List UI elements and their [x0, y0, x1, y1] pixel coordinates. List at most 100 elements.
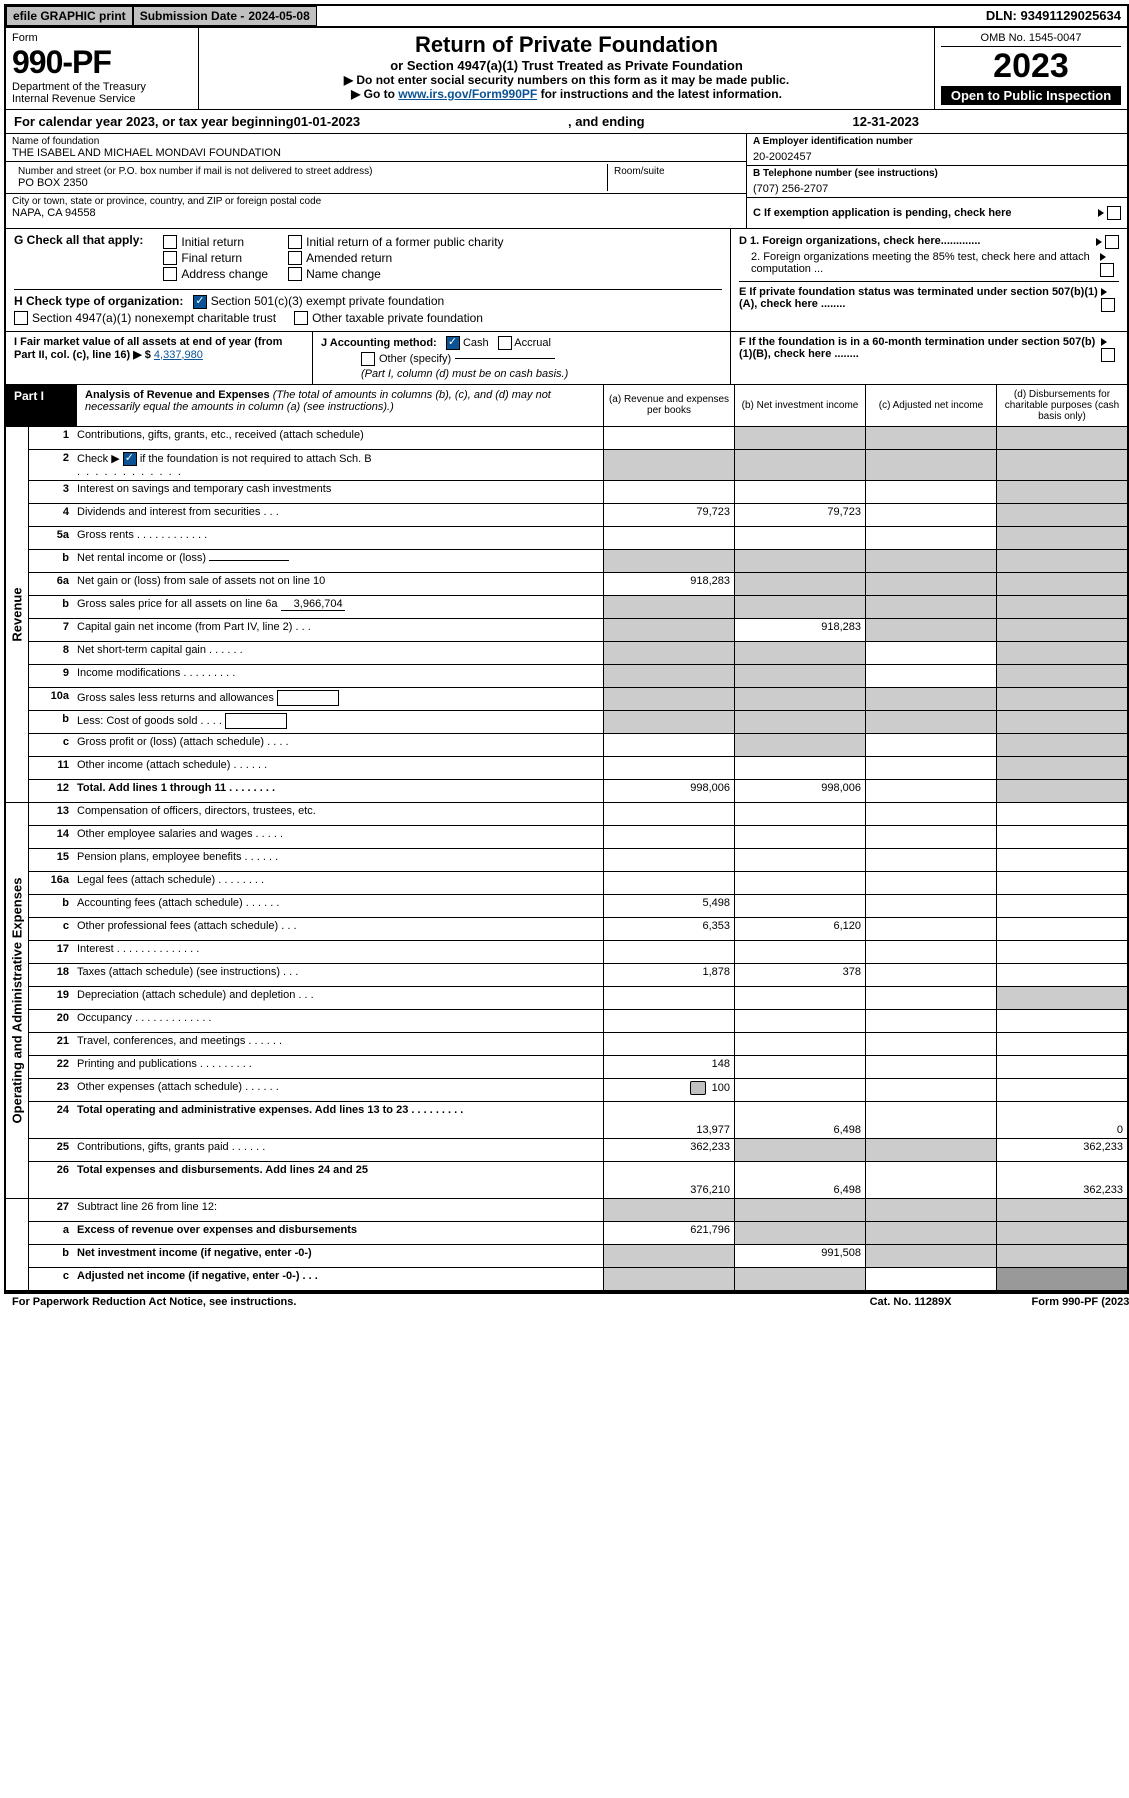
line-20: 20Occupancy . . . . . . . . . . . . .: [29, 1010, 1127, 1033]
h-4947-checkbox[interactable]: [14, 311, 28, 325]
line-21-desc: Travel, conferences, and meetings . . . …: [73, 1033, 603, 1055]
h-501c3-checkbox[interactable]: [193, 295, 207, 309]
g-initial-checkbox[interactable]: [163, 235, 177, 249]
line-14: 14Other employee salaries and wages . . …: [29, 826, 1127, 849]
line-23-desc: Other expenses (attach schedule) . . . .…: [73, 1079, 603, 1101]
ein-label: A Employer identification number: [753, 136, 1121, 147]
line-12: 12Total. Add lines 1 through 11 . . . . …: [29, 780, 1127, 802]
line-25-desc: Contributions, gifts, grants paid . . . …: [73, 1139, 603, 1161]
l17-a: [603, 941, 734, 963]
l18-b: 378: [734, 964, 865, 986]
l7-b: 918,283: [734, 619, 865, 641]
d2-checkbox[interactable]: [1100, 263, 1114, 277]
submission-date-value: 2024-05-08: [248, 9, 309, 23]
line-27c: cAdjusted net income (if negative, enter…: [29, 1268, 1127, 1290]
fmv-value[interactable]: 4,337,980: [154, 349, 203, 361]
identity-right: A Employer identification number 20-2002…: [746, 134, 1127, 228]
l10a-c: [865, 688, 996, 710]
l14-b: [734, 826, 865, 848]
line-10a-desc: Gross sales less returns and allowances: [73, 688, 603, 710]
l6a-a: 918,283: [603, 573, 734, 595]
line-12-num: 12: [29, 780, 73, 802]
l2-post: if the foundation is not required to att…: [140, 453, 372, 465]
g-amended-checkbox[interactable]: [288, 251, 302, 265]
l16b-c: [865, 895, 996, 917]
line-11: 11Other income (attach schedule) . . . .…: [29, 757, 1127, 780]
city-cell: City or town, state or province, country…: [6, 194, 746, 221]
l4-a: 79,723: [603, 504, 734, 526]
j-o2: Accrual: [514, 337, 551, 349]
l24-b: 6,498: [734, 1102, 865, 1138]
e-label: E If private foundation status was termi…: [739, 286, 1101, 312]
line-16c-num: c: [29, 918, 73, 940]
d1-checkbox[interactable]: [1105, 235, 1119, 249]
cal-year-end: 12-31-2023: [853, 114, 920, 129]
j-other-checkbox[interactable]: [361, 352, 375, 366]
arrow-icon: [1100, 253, 1106, 261]
address-row: Number and street (or P.O. box number if…: [6, 162, 746, 194]
line-27b-desc: Net investment income (if negative, ente…: [73, 1245, 603, 1267]
l8-d: [996, 642, 1127, 664]
l14-d: [996, 826, 1127, 848]
l2-b: [734, 450, 865, 480]
efile-print-button[interactable]: efile GRAPHIC print: [6, 6, 133, 26]
l5b-b: [734, 550, 865, 572]
line-24: 24Total operating and administrative exp…: [29, 1102, 1127, 1139]
l14-c: [865, 826, 996, 848]
c-label: C If exemption application is pending, c…: [753, 207, 1012, 219]
j-section: J Accounting method: Cash Accrual Other …: [313, 332, 731, 384]
l16a-a: [603, 872, 734, 894]
irs-link[interactable]: www.irs.gov/Form990PF: [398, 87, 537, 101]
line-5b: bNet rental income or (loss): [29, 550, 1127, 573]
line-16c-desc: Other professional fees (attach schedule…: [73, 918, 603, 940]
g-address-checkbox[interactable]: [163, 267, 177, 281]
g-final-checkbox[interactable]: [163, 251, 177, 265]
line-16a-num: 16a: [29, 872, 73, 894]
l27a-c: [865, 1222, 996, 1244]
l16b-d: [996, 895, 1127, 917]
l2-a: [603, 450, 734, 480]
l9-d: [996, 665, 1127, 687]
l13-b: [734, 803, 865, 825]
g-name-checkbox[interactable]: [288, 267, 302, 281]
schb-checkbox[interactable]: [123, 452, 137, 466]
l10c-c: [865, 734, 996, 756]
address-cell: Number and street (or P.O. box number if…: [12, 164, 608, 191]
cal-year-begin: 01-01-2023: [294, 114, 361, 129]
line-9-desc: Income modifications . . . . . . . . .: [73, 665, 603, 687]
l4-c: [865, 504, 996, 526]
line-27-spacer: [6, 1199, 29, 1290]
g-former-checkbox[interactable]: [288, 235, 302, 249]
l25-b: [734, 1139, 865, 1161]
l12-a: 998,006: [603, 780, 734, 802]
dept-treasury: Department of the Treasury: [12, 81, 192, 93]
e-checkbox[interactable]: [1101, 298, 1115, 312]
l5a-a: [603, 527, 734, 549]
j-accrual-checkbox[interactable]: [498, 336, 512, 350]
phone-cell: B Telephone number (see instructions) (7…: [747, 166, 1127, 198]
line-10a-num: 10a: [29, 688, 73, 710]
line-6a-num: 6a: [29, 573, 73, 595]
c-checkbox[interactable]: [1107, 206, 1121, 220]
line-22-num: 22: [29, 1056, 73, 1078]
camera-icon[interactable]: [690, 1081, 706, 1095]
l27-d: [996, 1199, 1127, 1221]
line-4-desc: Dividends and interest from securities .…: [73, 504, 603, 526]
l19-d: [996, 987, 1127, 1009]
l7-d: [996, 619, 1127, 641]
f-checkbox[interactable]: [1101, 348, 1115, 362]
g-o3: Address change: [181, 267, 268, 281]
line-20-num: 20: [29, 1010, 73, 1032]
h-other-checkbox[interactable]: [294, 311, 308, 325]
line-5a-num: 5a: [29, 527, 73, 549]
line-7-desc: Capital gain net income (from Part IV, l…: [73, 619, 603, 641]
l20-d: [996, 1010, 1127, 1032]
l10b-d: [996, 711, 1127, 733]
phone-value: (707) 256-2707: [753, 179, 1121, 195]
ein-cell: A Employer identification number 20-2002…: [747, 134, 1127, 166]
identity-section: Name of foundation THE ISABEL AND MICHAE…: [6, 134, 1127, 229]
h-label: H Check type of organization:: [14, 294, 183, 308]
j-cash-checkbox[interactable]: [446, 336, 460, 350]
g-o5: Amended return: [306, 251, 392, 265]
l20-a: [603, 1010, 734, 1032]
